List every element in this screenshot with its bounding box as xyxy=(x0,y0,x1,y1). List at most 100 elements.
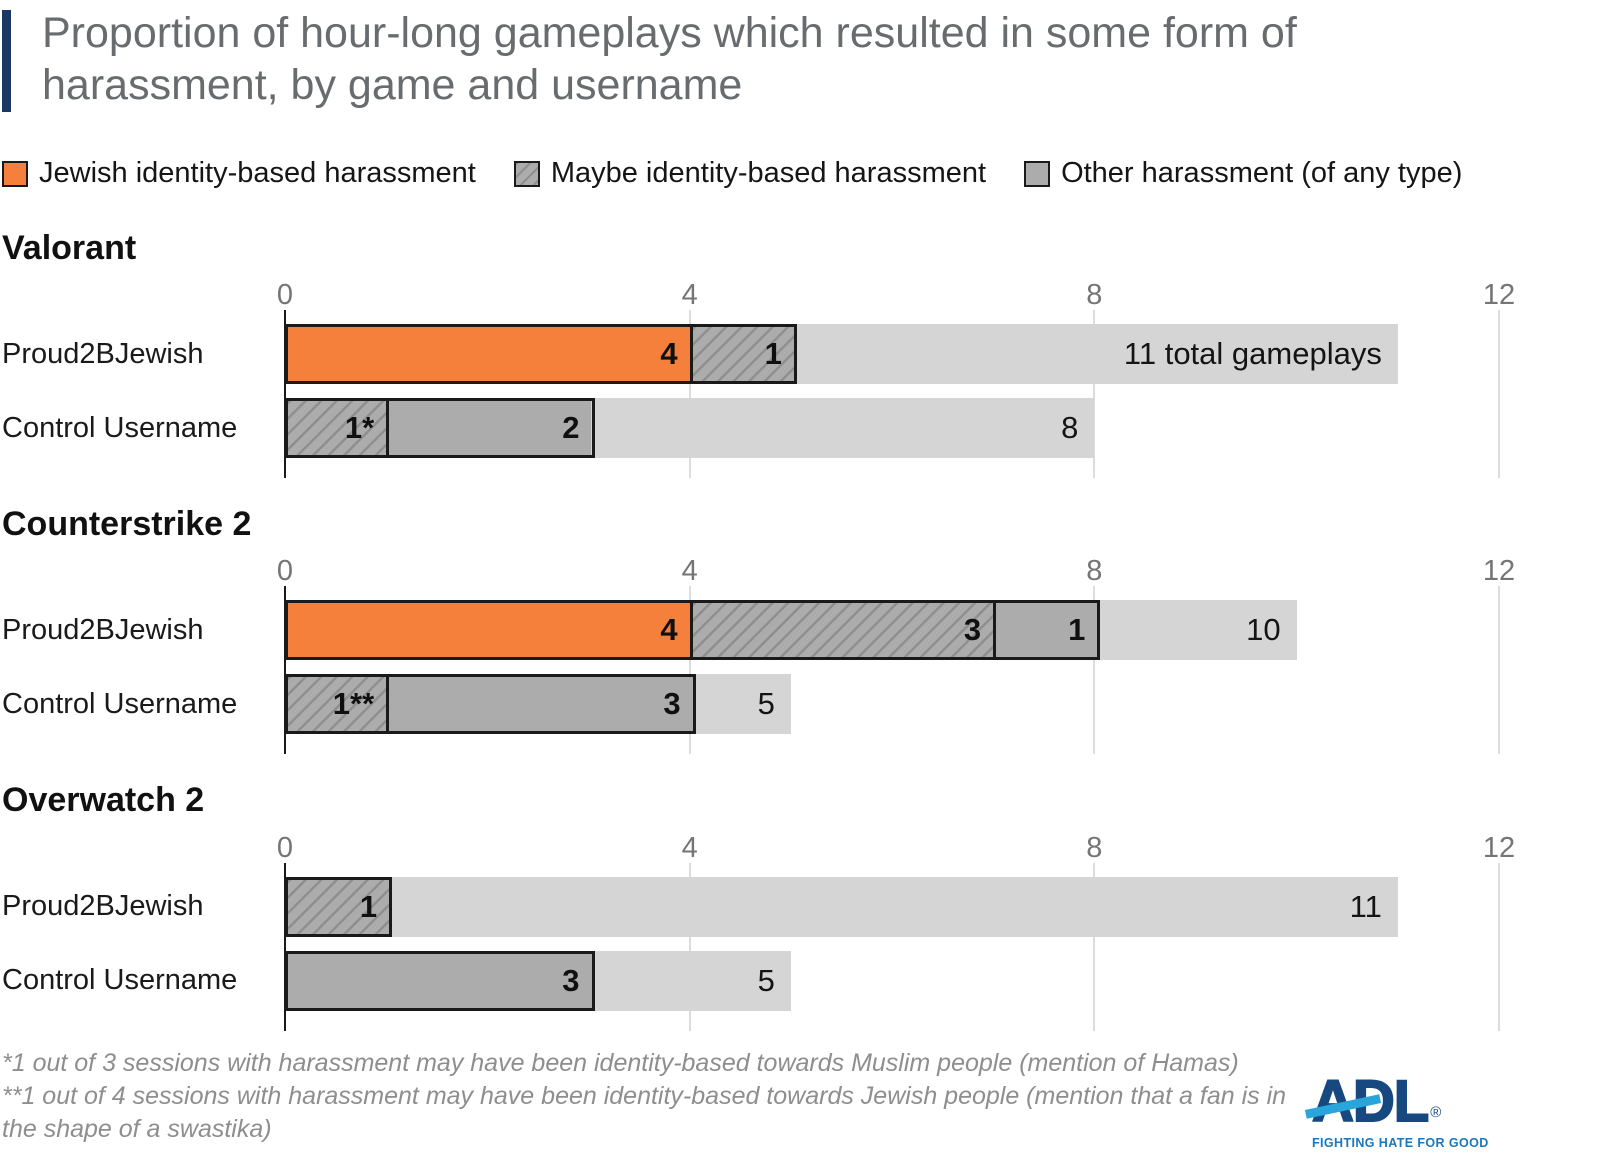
footer: *1 out of 3 sessions with harassment may… xyxy=(2,1047,1600,1150)
legend-swatch-other xyxy=(1024,160,1051,187)
segment-jewish: 4 xyxy=(288,327,693,382)
axis-tick-label-0: 0 xyxy=(276,279,294,312)
plot-valorant: 0 4 8 12 Proud2BJewish 11 total gameplays 4 1 Co… xyxy=(2,279,1515,479)
gridlines xyxy=(284,310,1500,479)
segment-value-label: 3 xyxy=(663,686,681,722)
bar-row-control-username: Control Username 5 3 xyxy=(2,950,1499,1011)
axis-tick-label-12: 12 xyxy=(1482,555,1516,588)
total-bar: 11 xyxy=(285,876,1398,937)
plot-overwatch-2: 0 4 8 12 Proud2BJewish 11 1 Control Username 5 3 xyxy=(2,831,1515,1031)
legend-label-maybe: Maybe identity-based harassment xyxy=(550,157,987,190)
bars-area: Proud2BJewish 11 1 Control Username 5 3 xyxy=(2,862,1500,1031)
segment-maybe: 1 xyxy=(692,327,794,382)
game-section-overwatch-2: Overwatch 2 0 4 8 12 Proud2BJewish 11 1 Control … xyxy=(2,780,1600,1031)
axis-tick-label-4: 4 xyxy=(681,831,698,864)
total-label: 5 xyxy=(757,686,775,722)
segment-value-label: 3 xyxy=(562,962,580,998)
game-title-overwatch-2: Overwatch 2 xyxy=(2,781,205,820)
segment-other: 2 xyxy=(389,401,592,456)
bar-row-proud2bjewish: Proud2BJewish 10 4 3 1 xyxy=(2,600,1499,661)
gridline-x4 xyxy=(688,586,691,755)
segment-value-label: 4 xyxy=(660,336,678,372)
legend-swatch-maybe xyxy=(513,160,540,187)
bar-row-proud2bjewish: Proud2BJewish 11 total gameplays 4 1 xyxy=(2,324,1499,385)
segment-other: 1 xyxy=(996,603,1098,658)
bar-segments: 1** 3 xyxy=(285,674,696,735)
legend-item-jewish: Jewish identity-based harassment xyxy=(2,157,476,190)
segment-maybe: 3 xyxy=(692,603,997,658)
chart-sections: Valorant 0 4 8 12 Proud2BJewish 11 total gamep… xyxy=(2,228,1600,1031)
legend-item-maybe: Maybe identity-based harassment xyxy=(513,157,987,190)
total-label: 11 total gameplays xyxy=(1123,336,1382,372)
axis-ticks: 0 4 8 12 xyxy=(277,555,1515,588)
footnote-1: *1 out of 3 sessions with harassment may… xyxy=(2,1048,1239,1077)
legend-label-jewish: Jewish identity-based harassment xyxy=(39,157,476,190)
legend-swatch-jewish xyxy=(2,160,28,187)
row-label-control-username: Control Username xyxy=(2,964,238,997)
axis-tick-label-4: 4 xyxy=(681,279,698,312)
segment-value-label: 1 xyxy=(1068,612,1086,648)
bars-area: Proud2BJewish 10 4 3 1 Control Username 5 1** 3 xyxy=(2,586,1500,755)
axis-tick-label-0: 0 xyxy=(276,831,294,864)
segment-jewish: 4 xyxy=(288,603,693,658)
axis-tick-label-4: 4 xyxy=(681,555,698,588)
total-label: 5 xyxy=(757,962,775,998)
row-label-proud2bjewish: Proud2BJewish xyxy=(2,613,204,646)
segment-maybe: 1** xyxy=(288,677,390,732)
segment-value-label: 3 xyxy=(963,612,982,648)
segment-maybe: 1* xyxy=(288,401,390,456)
gridline-x8 xyxy=(1093,862,1096,1031)
legend-item-other: Other harassment (of any type) xyxy=(1024,157,1462,190)
legend-label-other: Other harassment (of any type) xyxy=(1061,157,1463,190)
total-label: 10 xyxy=(1246,612,1281,648)
footnote-2: **1 out of 4 sessions with harassment ma… xyxy=(2,1081,1287,1143)
axis-tick-label-12: 12 xyxy=(1482,831,1516,864)
footnotes: *1 out of 3 sessions with harassment may… xyxy=(2,1047,1302,1146)
title-block: Proportion of hour-long gameplays which … xyxy=(2,8,1600,112)
total-label: 8 xyxy=(1061,410,1079,446)
bars-area: Proud2BJewish 11 total gameplays 4 1 Control… xyxy=(2,310,1500,479)
axis-tick-label-8: 8 xyxy=(1086,831,1103,864)
gridline-x12 xyxy=(1498,862,1500,1031)
segment-maybe: 1 xyxy=(288,879,389,934)
bar-segments: 1* 2 xyxy=(285,398,595,459)
axis-zero-line xyxy=(284,862,286,1031)
axis-zero-line xyxy=(284,310,286,479)
game-title-counterstrike-2: Counterstrike 2 xyxy=(2,505,252,544)
segment-value-label: 1* xyxy=(344,410,375,446)
segment-value-label: 1 xyxy=(359,888,378,924)
row-label-proud2bjewish: Proud2BJewish xyxy=(2,890,204,923)
gridlines xyxy=(284,586,1500,755)
bar-row-control-username: Control Username 8 1* 2 xyxy=(2,398,1499,459)
axis-tick-label-8: 8 xyxy=(1086,555,1103,588)
row-label-control-username: Control Username xyxy=(2,411,238,444)
axis-tick-label-12: 12 xyxy=(1482,279,1516,312)
legend: Jewish identity-based harassment Maybe i… xyxy=(2,157,1600,190)
gridline-x8 xyxy=(1093,586,1096,755)
gridlines xyxy=(284,862,1500,1031)
title-accent-bar xyxy=(2,10,11,112)
gridline-x12 xyxy=(1498,586,1500,755)
segment-other: 3 xyxy=(288,953,592,1008)
row-label-proud2bjewish: Proud2BJewish xyxy=(2,337,204,370)
segment-value-label: 1** xyxy=(332,686,375,722)
segment-value-label: 1 xyxy=(764,336,782,372)
page-title: Proportion of hour-long gameplays which … xyxy=(42,9,1297,109)
plot-counterstrike-2: 0 4 8 12 Proud2BJewish 10 4 3 1 Control Username 5… xyxy=(2,555,1515,755)
segment-value-label: 4 xyxy=(660,612,678,648)
gridline-x12 xyxy=(1498,310,1500,479)
adl-logo-mark: ADL ® xyxy=(1304,1071,1441,1131)
axis-zero-line xyxy=(284,586,286,755)
bar-segments: 1 xyxy=(285,876,393,937)
row-label-control-username: Control Username xyxy=(2,687,238,720)
bar-row-proud2bjewish: Proud2BJewish 11 1 xyxy=(2,876,1499,937)
segment-value-label: 2 xyxy=(562,410,580,446)
adl-logo: ADL ® FIGHTING HATE FOR GOOD xyxy=(1304,1071,1488,1150)
gridline-x4 xyxy=(688,310,691,479)
bar-segments: 3 xyxy=(285,950,595,1011)
gridline-x4 xyxy=(688,862,691,1031)
segment-other: 3 xyxy=(389,677,693,732)
bar-segments: 4 3 1 xyxy=(285,600,1101,661)
